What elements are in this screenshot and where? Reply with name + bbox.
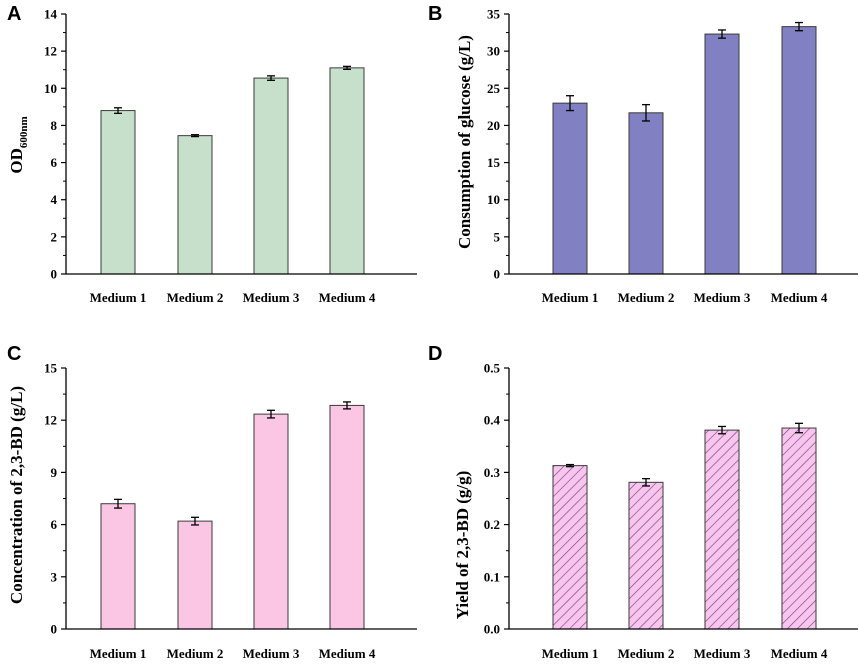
panel-b-error-bar-3 [718, 29, 726, 39]
panel-a-category-label-3: Medium 3 [243, 290, 300, 305]
panel-c-bar-4 [329, 404, 365, 630]
panel-a-ylabel-main: OD [7, 148, 26, 174]
panel-c-y-tick-label-2: 6 [51, 517, 58, 532]
panel-a-y-tick-label-5: 10 [44, 81, 57, 96]
panel-a-y-tick-label-1: 2 [51, 229, 58, 244]
panel-b-category-label-3: Medium 3 [694, 290, 751, 305]
panel-c-error-bar-1 [114, 498, 122, 509]
panel-d-bar-3 [704, 429, 740, 630]
panel-c-category-label-2: Medium 2 [167, 646, 224, 659]
panel-d-bar-2 [628, 481, 664, 630]
panel-a-error-bar-2 [191, 134, 199, 138]
panel-d-bar-4 [781, 427, 817, 630]
panel-a-error-bar-3 [267, 75, 275, 81]
panel-d-category-label-3: Medium 3 [694, 646, 751, 659]
panel-c-category-label-1: Medium 1 [90, 646, 147, 659]
panel-b-ylabel: Consumption of glucose (g/L) [455, 35, 474, 249]
panel-b-y-tick-label-1: 5 [494, 229, 501, 244]
panel-b-y-tick-label-0: 0 [494, 267, 501, 282]
panel-d-category-label-1: Medium 1 [542, 646, 599, 659]
panel-c-y-tick-label-1: 3 [51, 569, 58, 584]
panel-b-bar-1 [552, 102, 588, 275]
panel-c-category-label-3: Medium 3 [243, 646, 300, 659]
panel-a-category-label-4: Medium 4 [319, 290, 376, 305]
panel-d-y-tick-label-3: 0.3 [484, 465, 501, 480]
panel-d-category-label-2: Medium 2 [618, 646, 675, 659]
panel-c-error-bar-2 [191, 516, 199, 526]
panel-b-y-tick-label-4: 20 [487, 118, 500, 133]
panel-a-error-bar-4 [343, 65, 351, 70]
panel-c-error-bar-3 [267, 409, 275, 419]
panel-d-ylabel: Yield of 2,3-BD (g/g) [453, 471, 472, 620]
panel-a-bar-2 [177, 135, 213, 275]
panel-d-bar-1 [552, 465, 588, 630]
panel-a-y-tick-label-4: 8 [51, 118, 58, 133]
panel-b-category-label-1: Medium 1 [542, 290, 599, 305]
panel-d-y-tick-label-5: 0.5 [484, 361, 501, 376]
panel-b-y-tick-label-6: 30 [487, 44, 500, 59]
panel-a-y-tick-label-0: 0 [51, 267, 58, 282]
panel-a-category-label-2: Medium 2 [167, 290, 224, 305]
panel-b-y-tick-label-5: 25 [487, 81, 501, 96]
panel-a-error-bar-1 [114, 107, 122, 115]
panel-b-category-label-4: Medium 4 [771, 290, 828, 305]
panel-letter-a: A [7, 3, 21, 25]
panel-c-y-tick-label-4: 12 [44, 413, 57, 428]
panel-b-error-bar-2 [642, 103, 650, 122]
panel-b-y-tick-label-7: 35 [487, 7, 501, 22]
panel-b-y-tick-label-2: 10 [487, 192, 500, 207]
panel-d-y-tick-label-2: 0.2 [484, 517, 500, 532]
panel-a-bar-4 [329, 67, 365, 275]
panel-c-y-tick-label-3: 9 [51, 465, 58, 480]
panel-b-bar-2 [628, 112, 664, 275]
panel-b-bar-4 [781, 26, 817, 275]
panel-d-error-bar-3 [718, 425, 726, 435]
panel-a-y-tick-label-2: 4 [51, 192, 58, 207]
panel-c-category-label-4: Medium 4 [319, 646, 376, 659]
panel-d-category-label-4: Medium 4 [771, 646, 828, 659]
panel-c-bar-2 [177, 520, 213, 630]
panel-a-ylabel: OD600nm [7, 116, 30, 173]
panel-a-bar-1 [100, 110, 136, 275]
panel-b-bar-3 [704, 33, 740, 275]
panel-a-bar-3 [253, 77, 289, 275]
panel-a-y-tick-label-6: 12 [44, 44, 57, 59]
panel-d-y-tick-label-1: 0.1 [484, 569, 500, 584]
panel-c-bar-1 [100, 503, 136, 630]
panel-b-error-bar-1 [566, 95, 574, 112]
panel-letter-c: C [7, 343, 21, 365]
panel-d-error-bar-2 [642, 478, 650, 487]
panel-c-y-tick-label-5: 15 [44, 361, 58, 376]
panel-a-ylabel-sub: 600nm [18, 116, 30, 148]
chart-marks: Medium 1 Medium 2 Medium 3 Medium 4 0 2 4 6 8 10 1… [44, 7, 858, 661]
panel-d-error-bar-4 [795, 422, 803, 434]
panel-b-y-tick-label-3: 15 [487, 155, 501, 170]
panel-d-y-tick-label-4: 0.4 [484, 413, 501, 428]
panel-c-ylabel: Concentration of 2,3-BD (g/L) [7, 386, 26, 604]
panel-c-error-bar-4 [343, 401, 351, 410]
panel-c-bar-3 [253, 413, 289, 630]
panel-a-y-tick-label-7: 14 [44, 7, 58, 22]
panel-d-y-tick-label-0: 0.0 [484, 622, 500, 637]
panel-b-error-bar-4 [795, 21, 803, 32]
panel-b-category-label-2: Medium 2 [618, 290, 675, 305]
panel-letter-d: D [428, 343, 442, 365]
panel-a-y-tick-label-3: 6 [51, 155, 58, 170]
panel-d-error-bar-1 [566, 463, 574, 468]
panel-letter-b: B [428, 3, 442, 25]
panel-c-y-tick-label-0: 0 [51, 622, 58, 637]
panel-a-category-label-1: Medium 1 [90, 290, 147, 305]
